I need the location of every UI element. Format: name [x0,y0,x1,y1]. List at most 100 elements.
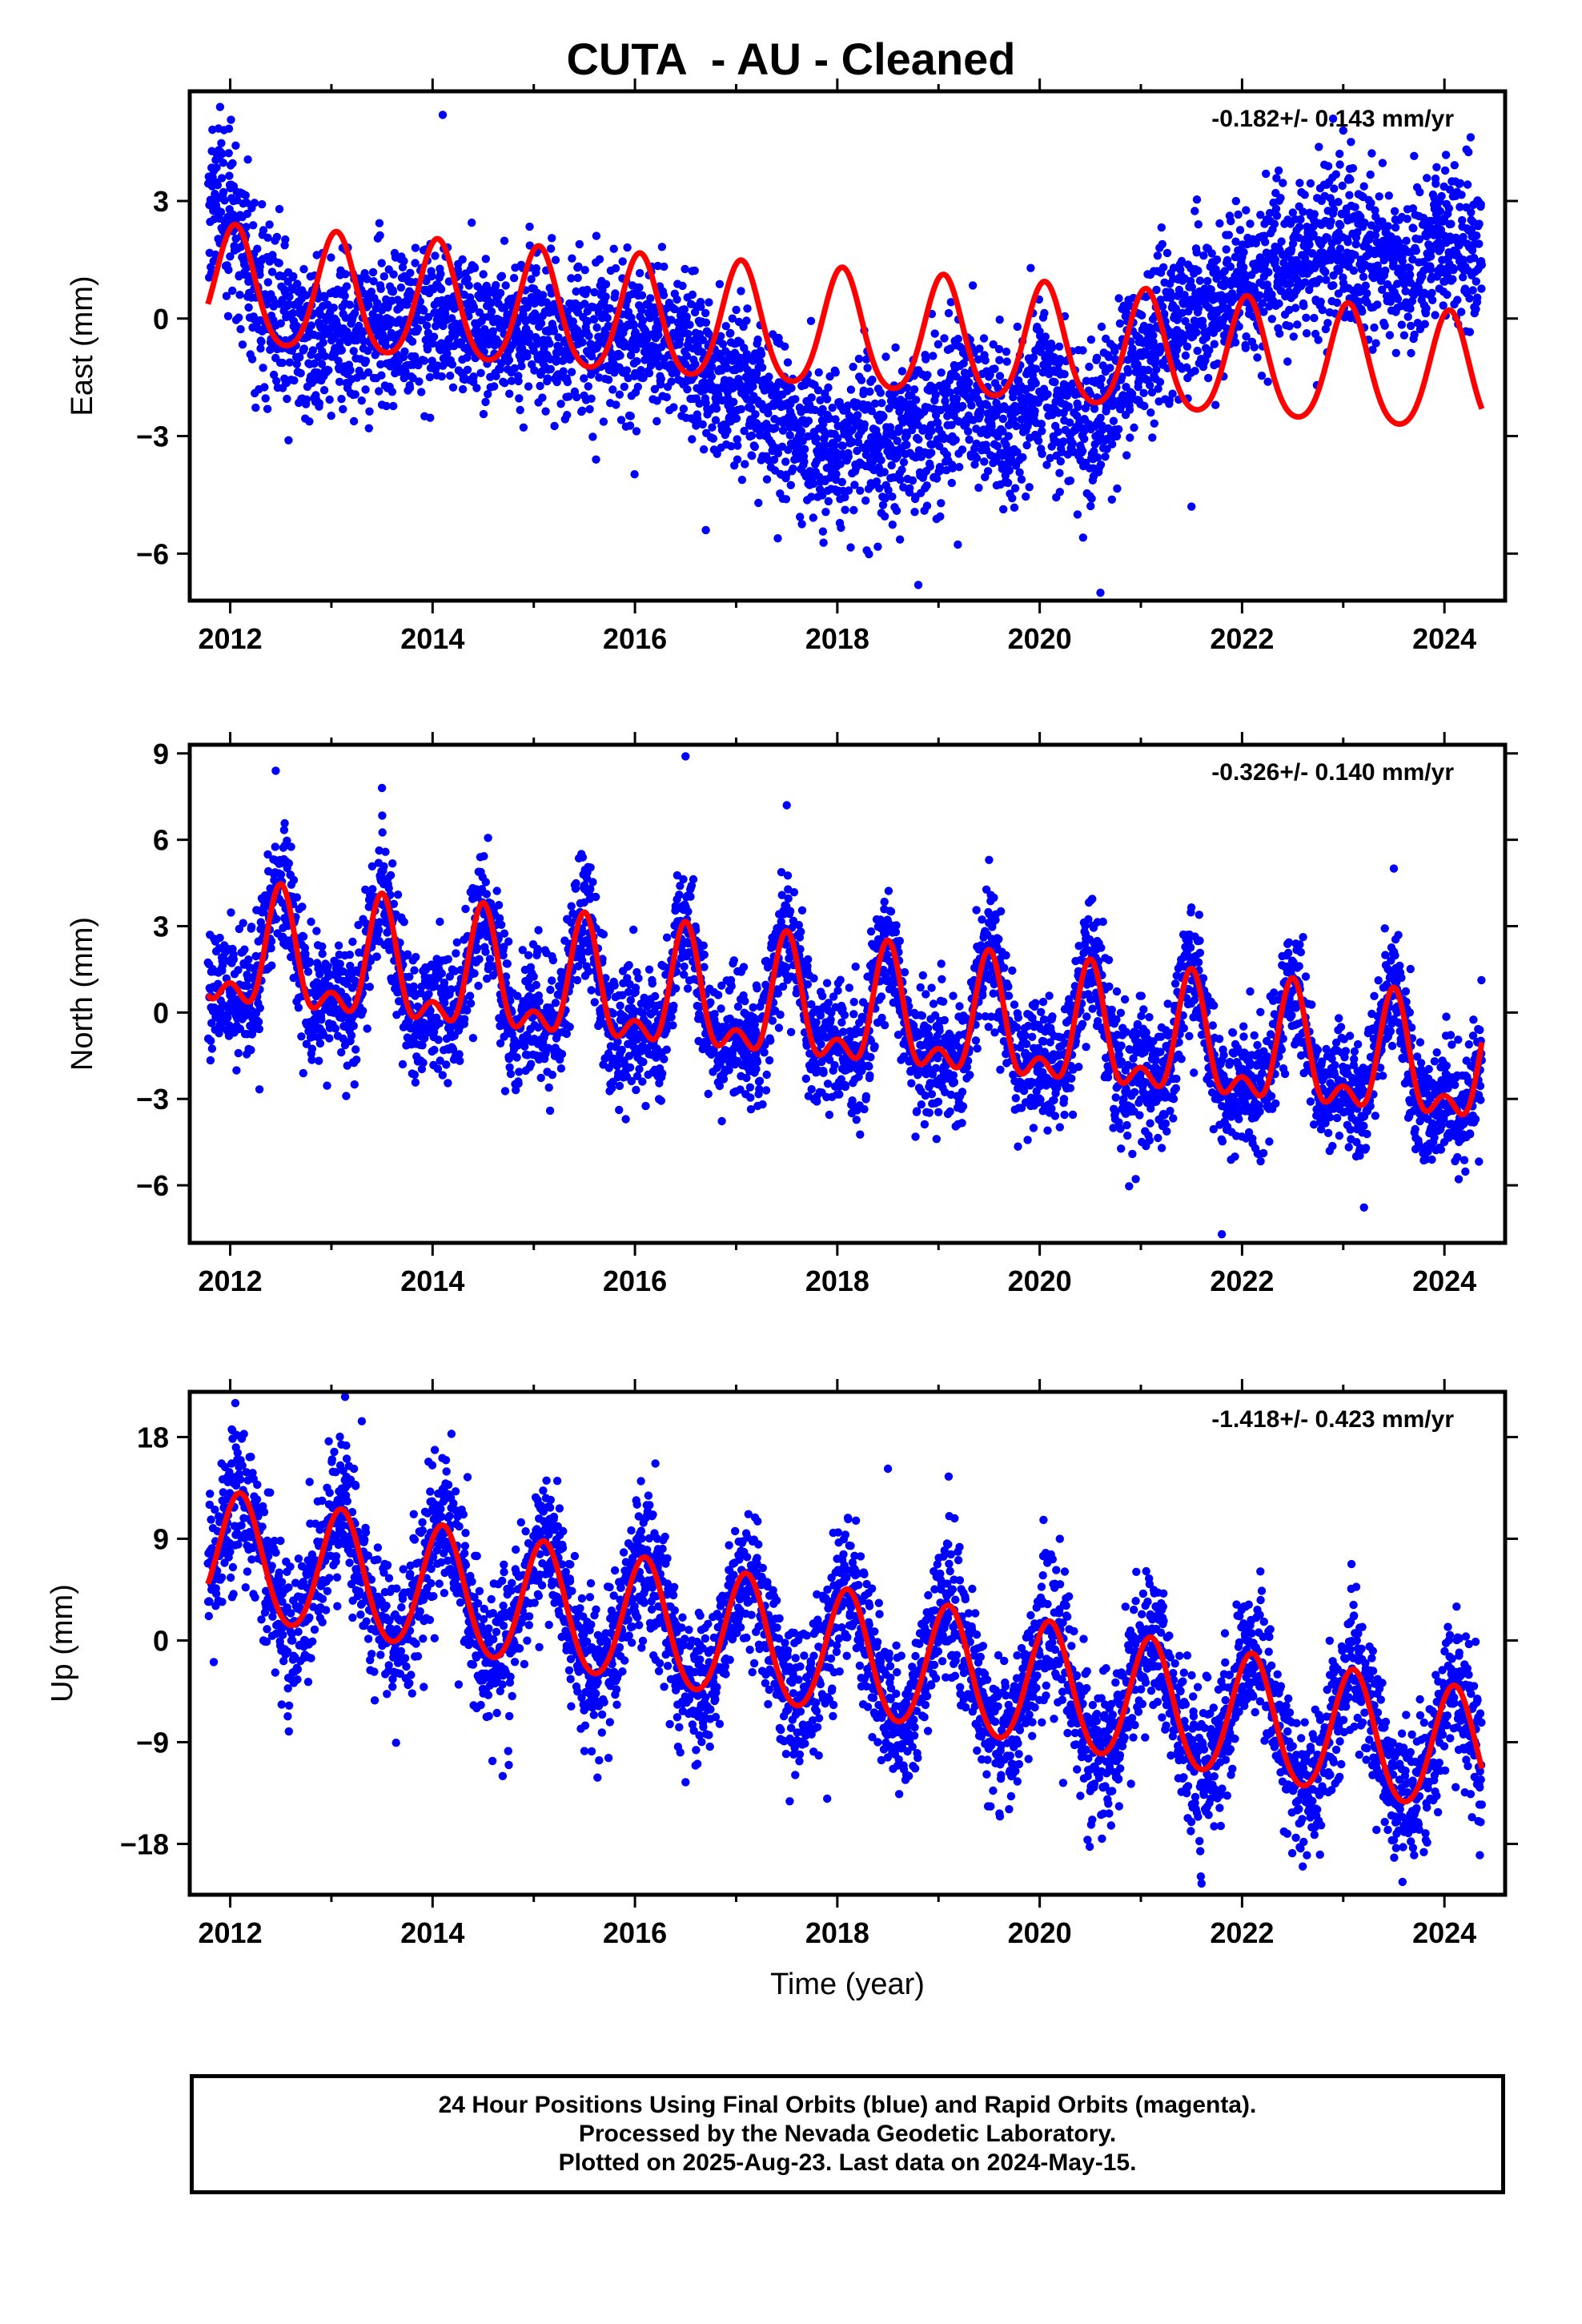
data-point [944,308,954,318]
data-point [865,387,874,396]
data-point [1272,211,1282,220]
data-point [250,199,259,207]
data-point [1194,304,1203,313]
data-point [1305,240,1314,249]
data-point [625,421,635,430]
data-point [1444,204,1454,213]
data-point [229,955,239,964]
data-point [1115,319,1125,328]
data-point [375,231,384,240]
data-point [293,279,302,288]
data-point [954,335,963,344]
data-point [1399,331,1409,340]
data-point [954,540,962,549]
data-point [1096,589,1105,597]
data-point [1181,351,1191,360]
data-point [914,435,923,444]
data-point [1193,346,1202,356]
data-point [861,496,870,505]
data-point [320,293,329,302]
data-point [681,264,689,274]
data-point [536,381,544,391]
data-point [372,952,381,961]
data-point [1107,495,1117,504]
data-point [517,362,526,371]
data-point [733,441,742,450]
data-point [1008,494,1017,503]
data-point [610,368,619,377]
data-point [999,505,1008,514]
data-point [630,470,639,479]
data-point [831,368,841,377]
data-point [536,319,546,328]
data-point [369,277,378,286]
data-point [909,385,919,394]
data-point [263,278,272,287]
data-point [496,364,504,374]
data-point [930,329,939,338]
data-point [578,406,587,415]
data-point [1271,255,1280,264]
data-point [732,414,741,423]
data-point [1113,484,1122,493]
data-point [688,435,697,444]
data-point [1276,194,1285,203]
data-point [1335,244,1345,253]
data-point [679,404,689,413]
data-point [688,290,697,300]
data-point [1255,291,1264,300]
data-point [1310,313,1319,323]
data-point [545,339,554,348]
data-point [633,382,642,392]
data-point [568,254,576,263]
data-point [1194,266,1203,275]
data-point [667,377,676,386]
data-point [1391,223,1400,232]
data-point [912,396,921,404]
data-point [750,442,759,452]
data-point [1114,424,1123,434]
data-point [807,393,816,402]
data-point [398,263,408,271]
data-point [351,390,359,399]
x-tick-label: 2012 [199,622,263,655]
data-point [757,363,767,372]
data-point [995,316,1004,324]
data-point [267,267,277,276]
data-point [929,352,938,360]
data-point [1126,433,1134,442]
data-point [263,233,272,242]
data-point [732,305,741,315]
data-point [359,1007,367,1015]
data-point [580,266,589,275]
data-point [487,298,496,308]
data-point [604,376,613,384]
data-point [809,513,817,522]
data-point [247,923,256,931]
data-point [860,420,869,429]
data-point [352,1055,361,1064]
data-point [412,952,420,962]
data-point [1054,342,1064,351]
data-point [1125,405,1134,414]
data-point [781,342,789,351]
data-point [773,534,782,543]
data-point [418,1041,427,1050]
data-point [753,335,762,344]
data-point [797,427,806,436]
data-point [289,875,299,885]
data-point [523,352,532,361]
data-point [588,303,598,312]
data-point [532,263,540,273]
data-point [1199,251,1208,260]
data-point [1295,223,1304,231]
data-point [1315,143,1323,151]
data-point [464,281,473,290]
data-point [743,304,752,313]
data-point [682,312,691,321]
data-point [1349,266,1359,275]
data-point [1367,199,1375,207]
data-point [1040,308,1049,318]
data-point [375,219,384,227]
data-point [549,327,559,336]
